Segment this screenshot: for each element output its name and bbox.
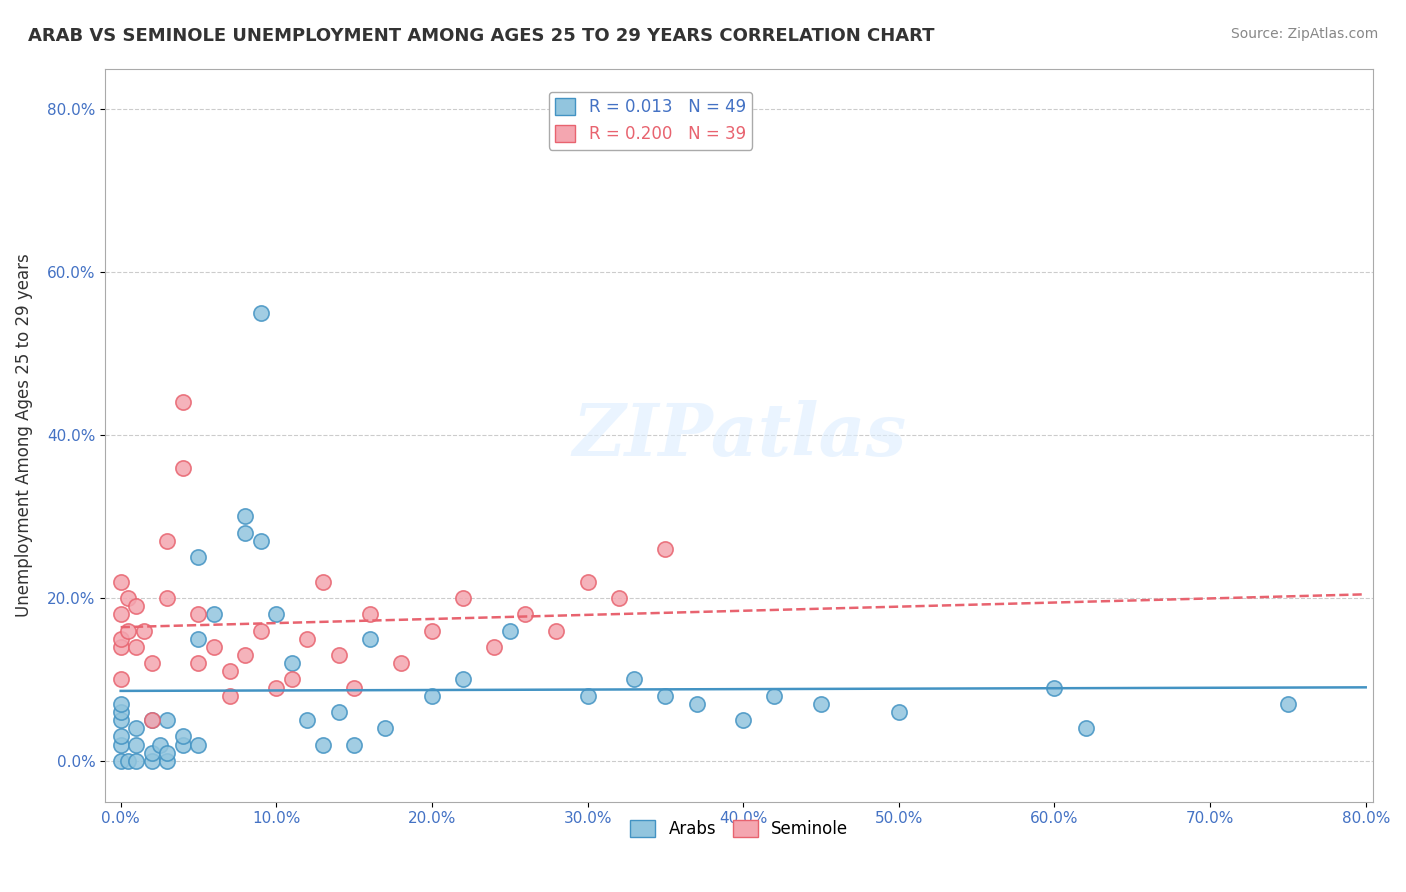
Seminole (654, 542, 676, 557)
Seminole (117, 624, 139, 638)
Arabs (1074, 721, 1097, 735)
Text: Source: ZipAtlas.com: Source: ZipAtlas.com (1230, 27, 1378, 41)
Arabs (623, 673, 645, 687)
Seminole (125, 640, 148, 654)
Arabs (187, 550, 209, 565)
Arabs (125, 738, 148, 752)
Arabs (420, 689, 443, 703)
Arabs (249, 306, 271, 320)
Arabs (156, 754, 179, 768)
Arabs (141, 746, 163, 760)
Seminole (607, 591, 630, 605)
Seminole (110, 640, 132, 654)
Arabs (343, 738, 366, 752)
Arabs (110, 738, 132, 752)
Arabs (110, 754, 132, 768)
Arabs (202, 607, 225, 622)
Arabs (359, 632, 381, 646)
Arabs (110, 705, 132, 719)
Seminole (125, 599, 148, 613)
Seminole (266, 681, 288, 695)
Arabs (149, 738, 172, 752)
Seminole (187, 607, 209, 622)
Seminole (281, 673, 304, 687)
Seminole (249, 624, 271, 638)
Arabs (110, 713, 132, 727)
Seminole (343, 681, 366, 695)
Seminole (202, 640, 225, 654)
Arabs (1043, 681, 1066, 695)
Arabs (297, 713, 319, 727)
Seminole (482, 640, 505, 654)
Seminole (110, 632, 132, 646)
Arabs (172, 730, 194, 744)
Arabs (249, 533, 271, 548)
Arabs (172, 738, 194, 752)
Arabs (125, 754, 148, 768)
Arabs (266, 607, 288, 622)
Seminole (546, 624, 568, 638)
Arabs (110, 730, 132, 744)
Seminole (312, 574, 335, 589)
Arabs (156, 746, 179, 760)
Seminole (132, 624, 155, 638)
Arabs (312, 738, 335, 752)
Seminole (218, 689, 240, 703)
Arabs (499, 624, 522, 638)
Arabs (233, 509, 256, 524)
Arabs (1277, 697, 1299, 711)
Text: ARAB VS SEMINOLE UNEMPLOYMENT AMONG AGES 25 TO 29 YEARS CORRELATION CHART: ARAB VS SEMINOLE UNEMPLOYMENT AMONG AGES… (28, 27, 935, 45)
Seminole (359, 607, 381, 622)
Seminole (218, 665, 240, 679)
Arabs (187, 632, 209, 646)
Text: ZIPatlas: ZIPatlas (572, 400, 907, 471)
Seminole (389, 656, 412, 670)
Seminole (515, 607, 537, 622)
Seminole (141, 656, 163, 670)
Seminole (233, 648, 256, 662)
Arabs (141, 754, 163, 768)
Arabs (141, 713, 163, 727)
Seminole (172, 395, 194, 409)
Seminole (110, 673, 132, 687)
Arabs (117, 754, 139, 768)
Seminole (156, 591, 179, 605)
Arabs (733, 713, 755, 727)
Seminole (420, 624, 443, 638)
Arabs (374, 721, 396, 735)
Arabs (187, 738, 209, 752)
Arabs (763, 689, 786, 703)
Arabs (125, 721, 148, 735)
Arabs (110, 697, 132, 711)
Arabs (156, 713, 179, 727)
Arabs (810, 697, 832, 711)
Seminole (297, 632, 319, 646)
Seminole (117, 591, 139, 605)
Arabs (281, 656, 304, 670)
Seminole (110, 574, 132, 589)
Seminole (110, 607, 132, 622)
Seminole (187, 656, 209, 670)
Arabs (887, 705, 910, 719)
Seminole (172, 460, 194, 475)
Arabs (328, 705, 350, 719)
Arabs (685, 697, 707, 711)
Arabs (654, 689, 676, 703)
Seminole (156, 533, 179, 548)
Seminole (451, 591, 474, 605)
Seminole (328, 648, 350, 662)
Seminole (141, 713, 163, 727)
Arabs (451, 673, 474, 687)
Legend: Arabs, Seminole: Arabs, Seminole (624, 813, 855, 845)
Arabs (233, 525, 256, 540)
Y-axis label: Unemployment Among Ages 25 to 29 years: Unemployment Among Ages 25 to 29 years (15, 253, 32, 617)
Seminole (576, 574, 599, 589)
Arabs (576, 689, 599, 703)
